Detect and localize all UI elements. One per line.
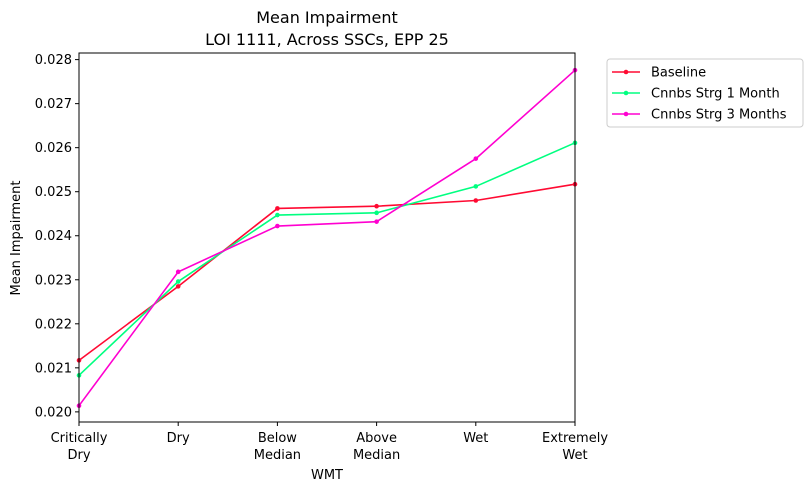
series-line-1 — [78, 142, 576, 376]
x-tick-label: Below — [258, 431, 297, 446]
plot-area — [76, 67, 578, 409]
y-tick-label: 0.024 — [35, 229, 72, 244]
x-tick-label: Critically — [51, 431, 108, 446]
y-tick-label: 0.023 — [35, 273, 72, 288]
data-point-1-3 — [374, 210, 379, 216]
x-tick-label: Above — [356, 431, 397, 446]
axes: 0.020 0.021 0.022 0.023 0.024 0.025 0.026 0.027… — [35, 52, 608, 463]
plot-frame — [78, 52, 576, 423]
legend-label: Cnnbs Strg 3 Months — [651, 108, 787, 123]
x-tick-label: Median — [254, 448, 301, 463]
data-point-1-2 — [275, 212, 280, 218]
data-point-2-1 — [175, 269, 181, 275]
legend-label: Baseline — [651, 66, 706, 81]
data-point-2-4 — [473, 156, 479, 161]
chart-title: Mean Impairment — [256, 8, 398, 27]
y-tick-label: 0.020 — [35, 405, 72, 420]
data-point-2-2 — [275, 223, 280, 229]
data-point-2-3 — [374, 219, 379, 224]
y-tick-label: 0.026 — [35, 141, 72, 156]
y-axis-label: Mean Impairment — [9, 181, 24, 296]
series-line-2 — [78, 69, 576, 407]
legend: Baseline Cnnbs Strg 1 Month Cnnbs Strg 3 M… — [606, 58, 804, 128]
legend-label: Cnnbs Strg 1 Month — [651, 87, 780, 102]
y-tick-label: 0.022 — [35, 317, 72, 332]
y-tick-label: 0.021 — [35, 361, 72, 376]
x-tick-label: Dry — [67, 448, 90, 463]
legend-marker-1 — [623, 90, 629, 96]
legend-marker-0 — [623, 69, 629, 75]
legend-frame — [606, 58, 804, 128]
legend-marker-2 — [623, 111, 629, 117]
series-line-0 — [78, 183, 576, 361]
x-tick-label: Wet — [463, 431, 488, 446]
y-tick-label: 0.027 — [35, 97, 72, 112]
data-point-0-1 — [175, 284, 181, 289]
data-point-0-2 — [275, 206, 280, 211]
data-point-0-4 — [473, 198, 479, 203]
x-tick-label: Extremely — [542, 431, 608, 446]
x-axis-label: WMT — [311, 468, 343, 483]
data-point-1-4 — [473, 184, 479, 189]
x-tick-label: Wet — [562, 448, 587, 463]
data-point-0-3 — [374, 203, 379, 209]
y-tick-label: 0.025 — [35, 185, 72, 200]
data-point-1-1 — [175, 279, 181, 284]
x-tick-label: Median — [353, 448, 400, 463]
chart-subtitle: LOI 1111, Across SSCs, EPP 25 — [205, 30, 449, 49]
y-tick-label: 0.028 — [35, 53, 72, 68]
x-tick-label: Dry — [167, 431, 190, 446]
